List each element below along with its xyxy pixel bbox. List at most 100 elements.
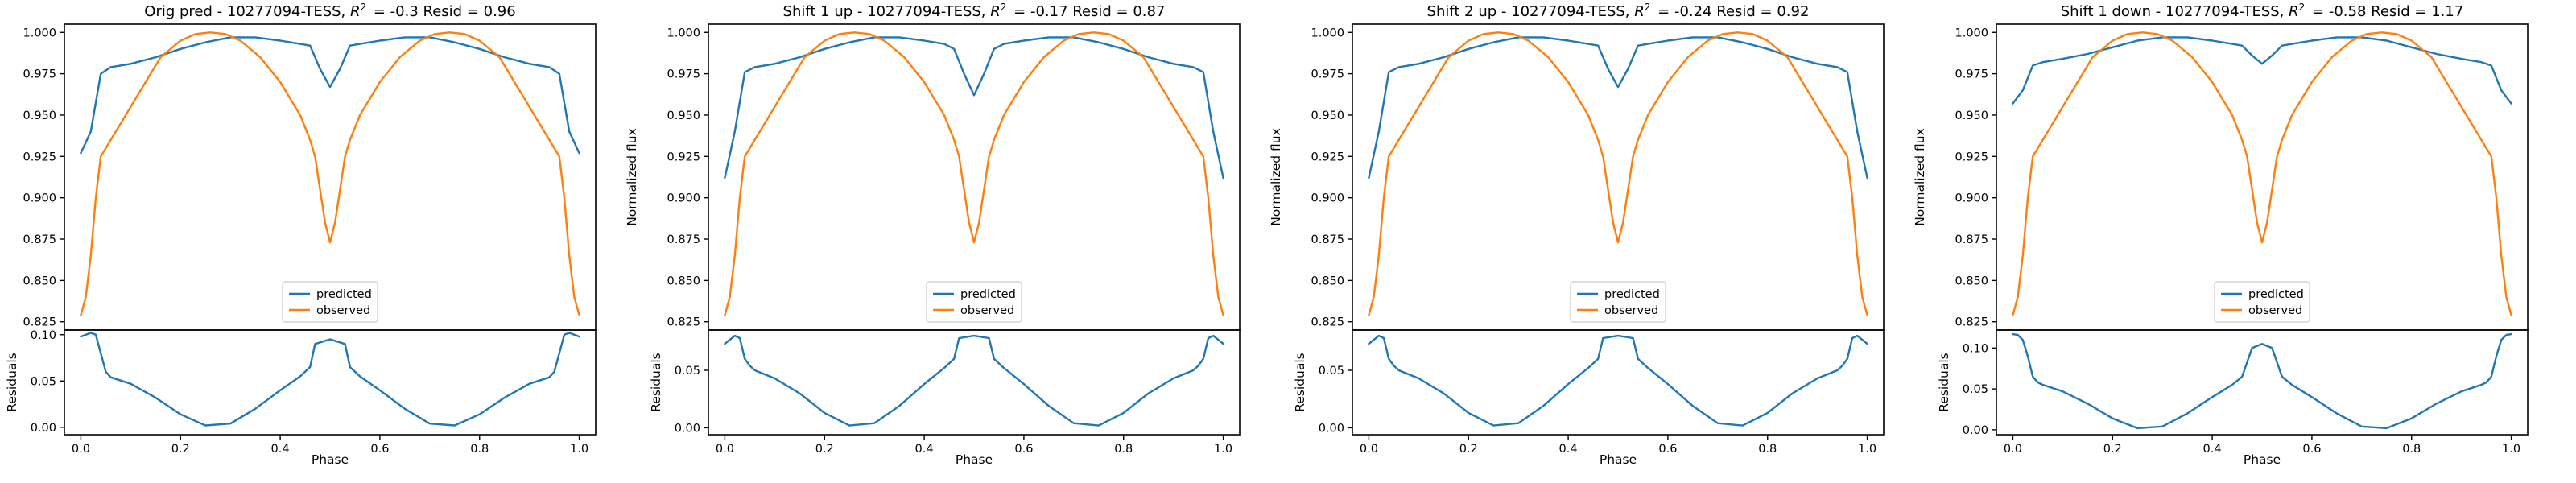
y-tick-label: 1.000 (1955, 27, 1988, 39)
y-tick-label: 0.875 (1955, 233, 1988, 246)
subplot-title: Shift 1 down - 10277094-TESS, R2 = -0.58… (2061, 2, 2464, 20)
y-tick-label: 0.950 (1311, 109, 1344, 122)
bottom-y-axis-label: Residuals (5, 353, 19, 412)
subplot-title: Orig pred - 10277094-TESS, R2 = -0.3 Res… (144, 2, 515, 20)
x-tick-label: 0.6 (370, 443, 389, 456)
y-tick-label: 0.925 (667, 151, 700, 163)
y-tick-label: 0.05 (675, 365, 700, 378)
x-axis-label: Phase (956, 452, 993, 467)
series-line-predicted (2012, 36, 2512, 105)
x-tick-label: 0.8 (2402, 443, 2421, 456)
x-axis-label: Phase (1600, 452, 1637, 467)
legend-label-predicted: predicted (2248, 288, 2304, 301)
x-tick-label: 0.0 (716, 443, 734, 456)
subplot-title: Shift 2 up - 10277094-TESS, R2 = -0.24 R… (1427, 2, 1810, 20)
series-line-residuals (1368, 334, 1868, 427)
legend-label-observed: observed (1604, 304, 1658, 317)
series-line-observed (80, 31, 580, 316)
y-tick-label: 0.875 (667, 233, 700, 246)
series-line-predicted (724, 36, 1224, 180)
series-line-observed (724, 31, 1224, 316)
series-line-observed (1368, 31, 1868, 316)
x-tick-label: 0.0 (72, 443, 90, 456)
y-tick-label: 0.00 (31, 422, 56, 435)
x-tick-label: 0.0 (1360, 443, 1378, 456)
x-tick-label: 0.8 (1114, 443, 1133, 456)
y-tick-label: 0.900 (23, 192, 56, 205)
bottom-y-axis-label: Residuals (1937, 353, 1951, 412)
y-tick-label: 0.05 (1963, 383, 1988, 396)
x-tick-label: 0.4 (1559, 443, 1578, 456)
y-tick-label: 0.05 (31, 375, 56, 388)
legend (282, 281, 378, 323)
y-tick-label: 0.875 (1311, 233, 1344, 246)
top-y-axis-label: Normalized flux (1913, 128, 1927, 226)
y-tick-label: 0.850 (1955, 275, 1988, 287)
bottom-axes-frame (708, 329, 1241, 436)
bottom-y-axis-label: Residuals (649, 353, 663, 412)
y-tick-label: 0.00 (675, 422, 700, 435)
legend-label-observed: observed (2248, 304, 2302, 317)
y-tick-label: 0.925 (23, 151, 56, 163)
y-tick-label: 0.950 (667, 109, 700, 122)
y-tick-label: 0.950 (23, 109, 56, 122)
x-axis-label: Phase (312, 452, 349, 467)
y-tick-label: 0.925 (1955, 151, 1988, 163)
x-tick-label: 1.0 (1858, 443, 1876, 456)
series-line-observed (2012, 31, 2512, 316)
y-tick-label: 0.05 (1319, 365, 1344, 378)
x-tick-label: 0.6 (2302, 443, 2321, 456)
x-tick-label: 0.4 (2203, 443, 2222, 456)
y-tick-label: 1.000 (1311, 27, 1344, 39)
x-tick-label: 0.6 (1014, 443, 1033, 456)
legend-label-observed: observed (316, 304, 370, 317)
x-tick-label: 0.2 (2103, 443, 2122, 456)
y-tick-label: 0.825 (1955, 316, 1988, 329)
x-tick-label: 0.4 (915, 443, 934, 456)
series-line-predicted (1368, 36, 1868, 180)
legend-label-observed: observed (960, 304, 1014, 317)
top-y-axis-label: Normalized flux (1269, 128, 1283, 226)
legend (926, 281, 1022, 323)
x-tick-label: 1.0 (1214, 443, 1232, 456)
subplot-2: Shift 1 up - 10277094-TESS, R2 = -0.17 R… (625, 2, 1241, 467)
legend-label-predicted: predicted (316, 288, 372, 301)
x-tick-label: 1.0 (2502, 443, 2520, 456)
series-line-residuals (80, 332, 580, 427)
y-tick-label: 0.00 (1963, 424, 1988, 437)
top-y-axis-label: Normalized flux (625, 128, 639, 226)
subplot-title: Shift 1 up - 10277094-TESS, R2 = -0.17 R… (783, 2, 1166, 20)
x-tick-label: 0.8 (1758, 443, 1777, 456)
y-tick-label: 0.10 (31, 329, 56, 342)
x-axis-label: Phase (2244, 452, 2281, 467)
y-tick-label: 0.975 (667, 68, 700, 81)
legend-label-predicted: predicted (960, 288, 1016, 301)
x-tick-label: 0.4 (271, 443, 290, 456)
y-tick-label: 0.900 (1311, 192, 1344, 205)
y-tick-label: 0.10 (1963, 342, 1988, 355)
y-tick-label: 0.925 (1311, 151, 1344, 163)
y-tick-label: 0.950 (1955, 109, 1988, 122)
y-tick-label: 0.875 (23, 233, 56, 246)
bottom-axes-frame (1352, 329, 1885, 436)
subplot-3: Shift 2 up - 10277094-TESS, R2 = -0.24 R… (1269, 2, 1885, 467)
y-tick-label: 0.850 (23, 275, 56, 287)
x-tick-label: 0.6 (1658, 443, 1677, 456)
x-tick-label: 0.0 (2004, 443, 2022, 456)
y-tick-label: 0.825 (23, 316, 56, 329)
legend (1570, 281, 1666, 323)
x-tick-label: 0.2 (815, 443, 834, 456)
x-tick-label: 0.2 (1459, 443, 1478, 456)
y-tick-label: 0.850 (1311, 275, 1344, 287)
y-tick-label: 1.000 (667, 27, 700, 39)
bottom-axes-frame (64, 329, 597, 436)
x-tick-label: 0.8 (470, 443, 489, 456)
y-tick-label: 0.850 (667, 275, 700, 287)
bottom-axes-frame (1996, 329, 2529, 436)
y-tick-label: 0.900 (667, 192, 700, 205)
y-tick-label: 0.825 (667, 316, 700, 329)
series-line-residuals (2012, 332, 2512, 430)
y-tick-label: 0.825 (1311, 316, 1344, 329)
subplot-1: Orig pred - 10277094-TESS, R2 = -0.3 Res… (5, 2, 597, 467)
